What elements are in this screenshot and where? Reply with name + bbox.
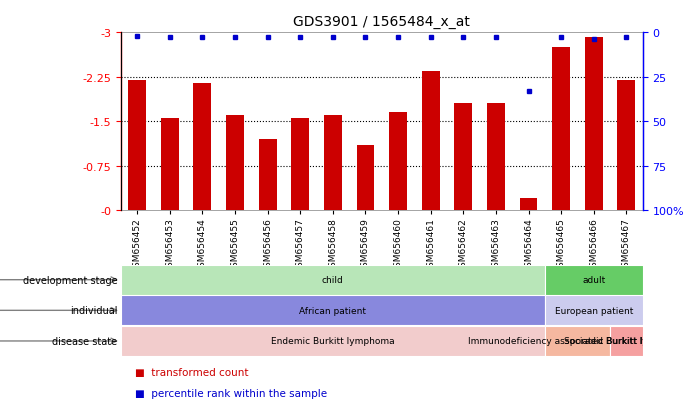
Text: individual: individual [70,306,117,316]
Bar [545,265,643,295]
Bar [193,83,211,211]
Text: ■  percentile rank within the sample: ■ percentile rank within the sample [135,388,327,398]
Bar [422,71,439,211]
Bar [545,326,610,356]
Text: adult: adult [582,275,605,285]
Bar [545,296,643,325]
Bar [226,116,244,211]
Text: Immunodeficiency associated Burkitt lymphoma: Immunodeficiency associated Burkitt lymp… [468,337,687,346]
Bar [487,104,505,211]
Text: disease state: disease state [53,336,117,346]
Text: Endemic Burkitt lymphoma: Endemic Burkitt lymphoma [271,337,395,346]
Bar [258,140,276,211]
Bar [585,38,603,211]
Text: child: child [322,275,343,285]
Text: Sporadic Burkitt lymphoma: Sporadic Burkitt lymphoma [565,337,688,346]
Bar [292,119,310,211]
Bar [520,199,538,211]
Bar [129,81,146,211]
Bar [121,326,545,356]
Bar [617,81,635,211]
Bar [357,145,375,211]
Bar [389,113,407,211]
Text: African patient: African patient [299,306,366,315]
Text: development stage: development stage [23,275,117,285]
Bar [121,296,545,325]
Bar [324,116,342,211]
Bar [161,119,179,211]
Title: GDS3901 / 1565484_x_at: GDS3901 / 1565484_x_at [294,15,470,29]
Text: European patient: European patient [555,306,633,315]
Bar [610,326,643,356]
Bar [454,104,472,211]
Bar [552,48,570,211]
Text: ■  transformed count: ■ transformed count [135,368,248,377]
Bar [121,265,545,295]
